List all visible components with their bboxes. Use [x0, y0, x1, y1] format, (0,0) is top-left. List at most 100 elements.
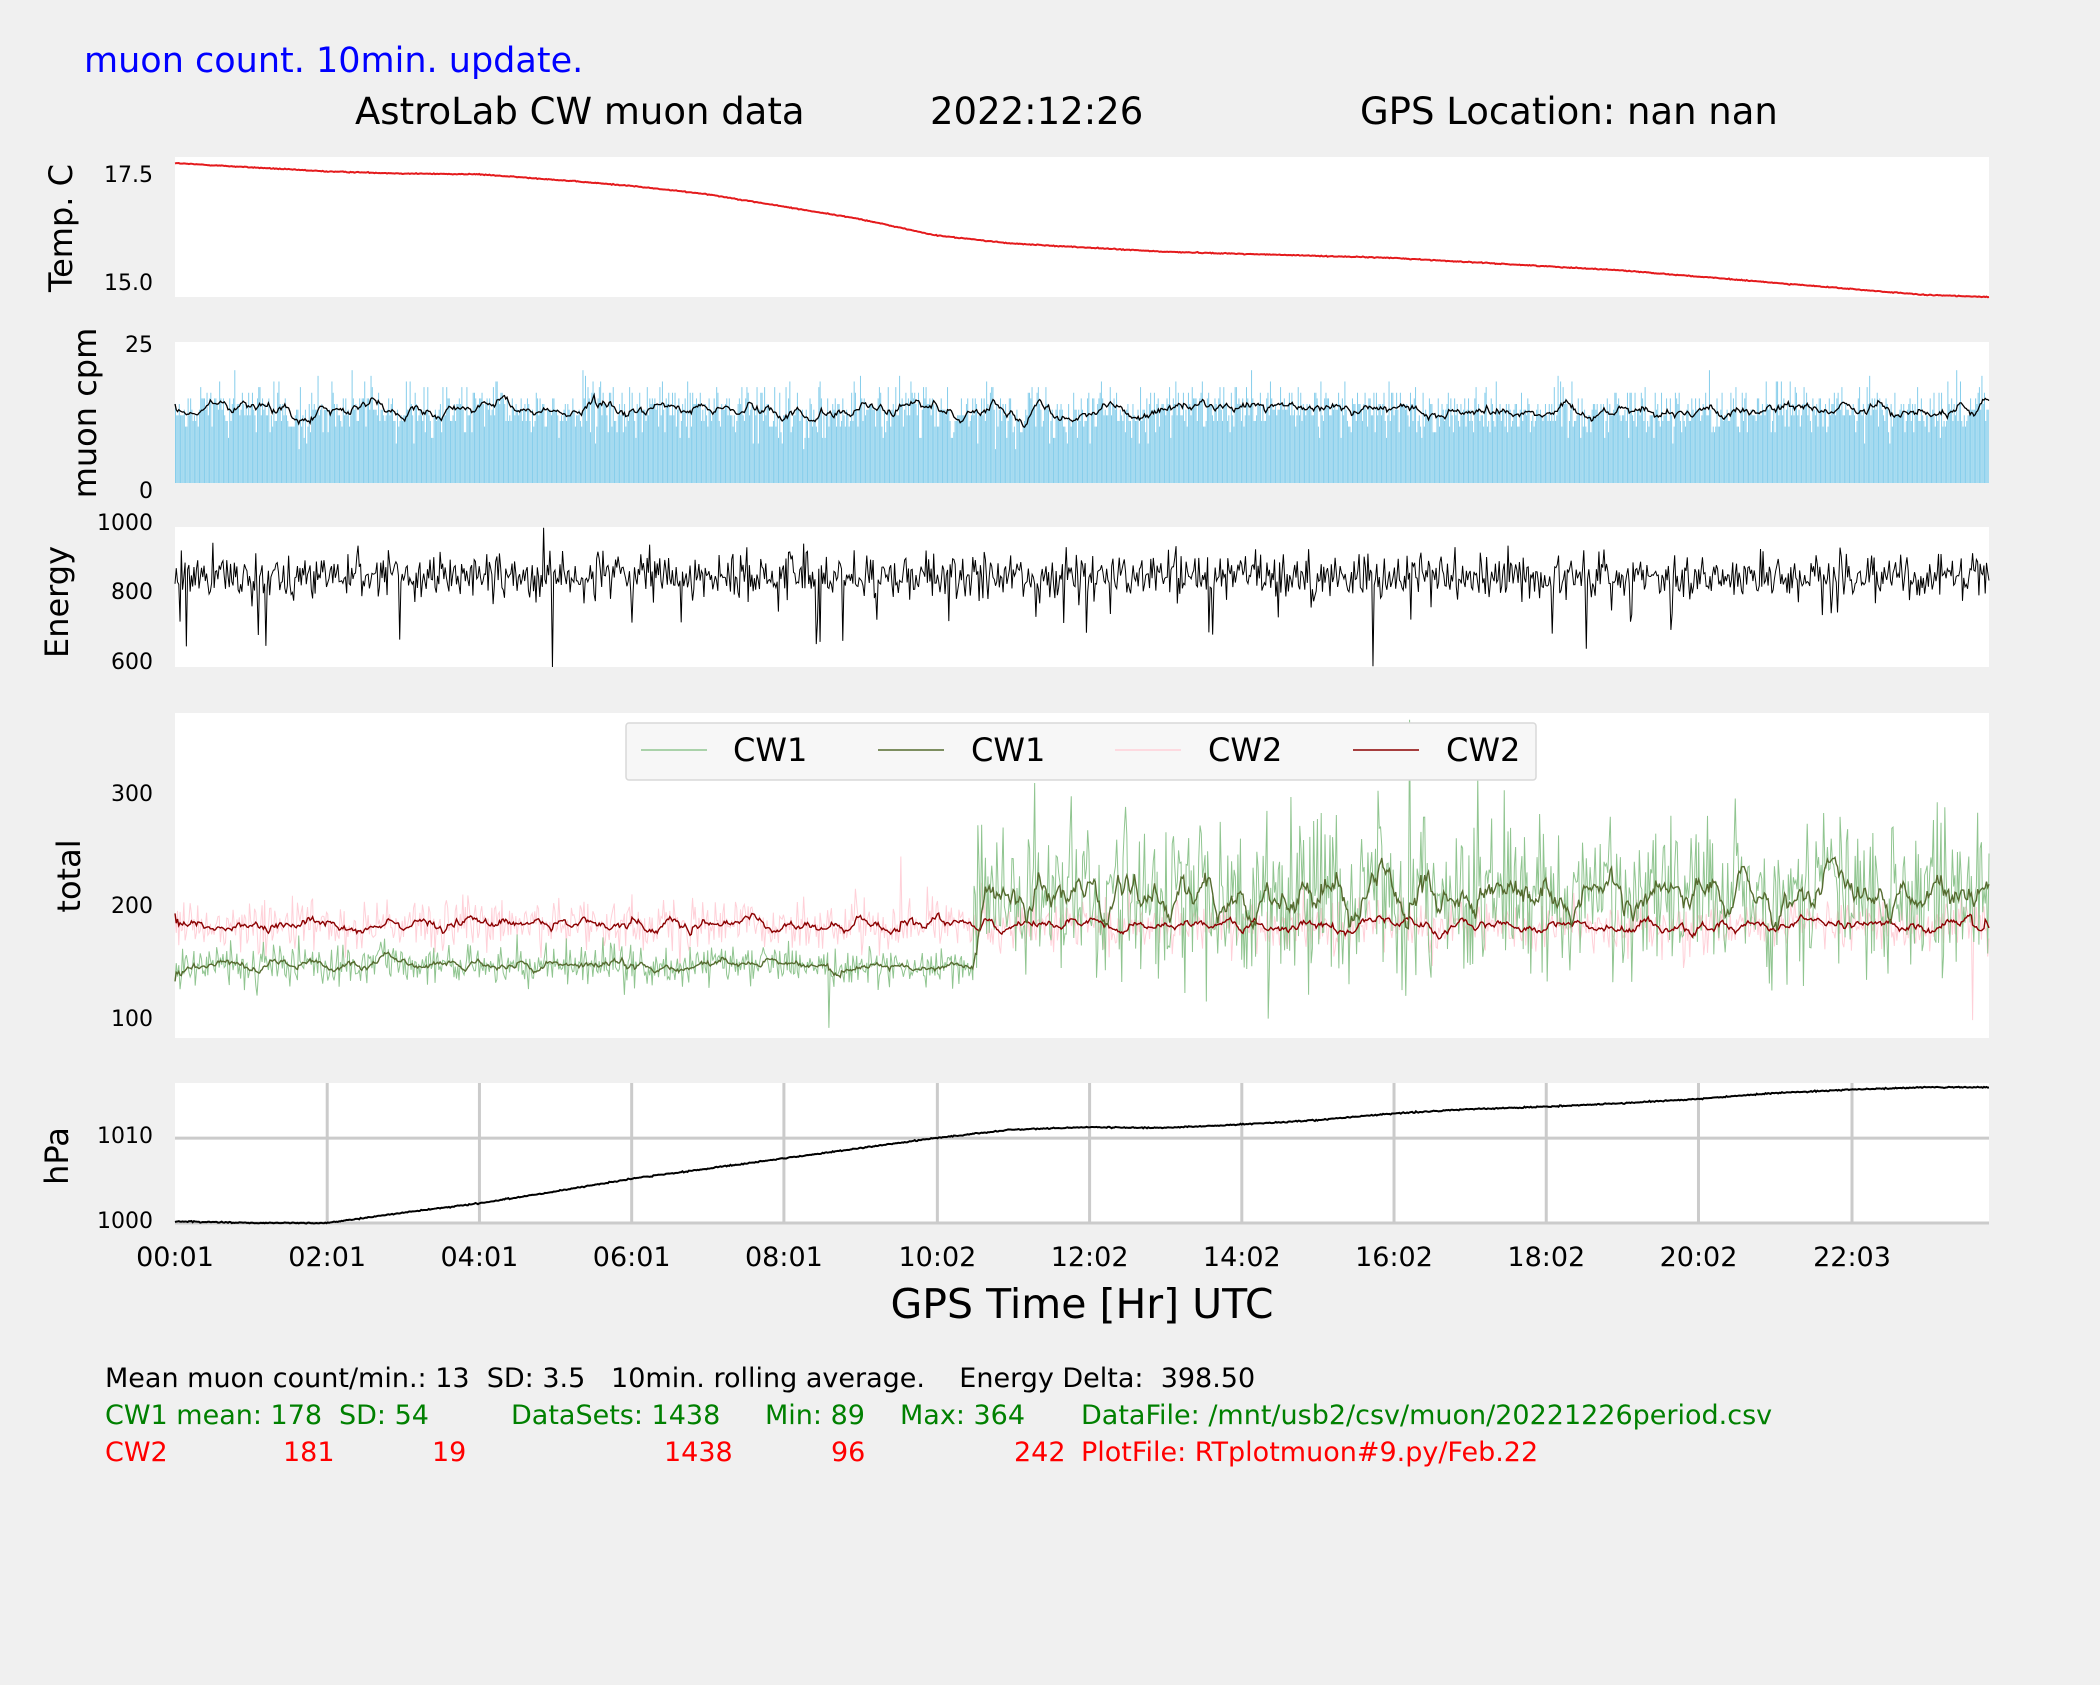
muon-bar [1415, 387, 1417, 483]
muon-bar [1524, 409, 1526, 483]
muon-bar [771, 426, 773, 483]
muon-bar [1590, 432, 1592, 483]
muon-bar [825, 415, 827, 483]
cw2-mean: 181 [283, 1437, 335, 1468]
muon-bar [573, 409, 575, 483]
muon-bar [567, 404, 569, 483]
muon-bar [404, 415, 406, 483]
muon-bar [1015, 449, 1017, 483]
muon-bar [972, 398, 974, 483]
muon-bar [798, 409, 800, 483]
muon-bar [508, 420, 510, 483]
muon-bar [1220, 409, 1222, 483]
muon-bar [1729, 420, 1731, 483]
muon-bar [663, 409, 665, 483]
muon-bar [1667, 420, 1669, 483]
muon-bar [1661, 392, 1663, 483]
muon-bar [1652, 415, 1654, 483]
muon-bar [1439, 426, 1441, 483]
muon-bar [1788, 426, 1790, 483]
muon-bar [369, 409, 371, 483]
muon-bar [561, 415, 563, 483]
muon-bar [1765, 381, 1767, 483]
muon-bar [1288, 392, 1290, 483]
muon-bar [899, 375, 901, 483]
muon-bar [883, 409, 885, 483]
muon-bar [559, 420, 561, 483]
muon-bar [1194, 398, 1196, 483]
muon-bar [1865, 415, 1867, 483]
muon-bar [333, 404, 335, 483]
muon-bar [1216, 420, 1218, 483]
muon-bar [857, 426, 859, 483]
muon-bar [1766, 404, 1768, 483]
muon-bar [1344, 381, 1346, 483]
muon-bar [1345, 409, 1347, 483]
muon-bar [1187, 392, 1189, 483]
muon-bar [1885, 398, 1887, 483]
muon-bar [1359, 404, 1361, 483]
muon-bar [935, 404, 937, 483]
muon-bar [458, 398, 460, 483]
muon-bar [1514, 404, 1516, 483]
muon-bar [827, 398, 829, 483]
muon-bar [586, 420, 588, 483]
cw1-mean: CW1 mean: 178 [105, 1400, 323, 1431]
muon-bar [466, 387, 468, 483]
muon-bar [846, 409, 848, 483]
muon-bar [1541, 415, 1543, 483]
muon-bar [1423, 426, 1425, 483]
muon-bar [1893, 415, 1895, 483]
muon-bar [209, 398, 211, 483]
muon-bar [1391, 392, 1393, 483]
muon-bar [669, 415, 671, 483]
muon-bar [674, 392, 676, 483]
muon-bar [365, 426, 367, 483]
muon-bar [552, 398, 554, 483]
muon-bar [1528, 404, 1530, 483]
muon-bar [1592, 404, 1594, 483]
muon-bar [976, 404, 978, 483]
muon-bar [1640, 392, 1642, 483]
muon-bar [1054, 437, 1056, 483]
temperature-panel [175, 157, 1989, 297]
muon-bar [1696, 409, 1698, 483]
muon-bar [1373, 392, 1375, 483]
muon-bar [896, 415, 898, 483]
muon-bar [1384, 420, 1386, 483]
muon-bar [1784, 426, 1786, 483]
muon-bar [253, 409, 255, 483]
muon-bar [513, 409, 515, 483]
muon-bar [303, 437, 305, 483]
muon-bar [1735, 387, 1737, 483]
muon-bar [1247, 398, 1249, 483]
muon-bar [529, 420, 531, 483]
muon-bar [963, 415, 965, 483]
muon-bar [562, 420, 564, 483]
muon-bar [544, 426, 546, 483]
muon-bar [1311, 415, 1313, 483]
muon-bar [902, 426, 904, 483]
muon-bar [1601, 409, 1603, 483]
muon-bar [1273, 409, 1275, 483]
muon-bar [1691, 398, 1693, 483]
muon-bar [1204, 426, 1206, 483]
muon-bar [1329, 415, 1331, 483]
muon-bar [1770, 432, 1772, 483]
muon-bar [610, 392, 612, 483]
muon-bar [555, 409, 557, 483]
muon-bar [1684, 426, 1686, 483]
muon-bar [235, 409, 237, 483]
muon-bar [1142, 409, 1144, 483]
muon-bar [1804, 404, 1806, 483]
muon-bar [557, 415, 559, 483]
muon-bar [1939, 437, 1941, 483]
muon-bar [834, 398, 836, 483]
muon-bar [1248, 415, 1250, 483]
muon-bar [1026, 415, 1028, 483]
muon-bar [243, 404, 245, 483]
muon-bar [723, 409, 725, 483]
muon-bar [929, 398, 931, 483]
muon-bar [534, 420, 536, 483]
muon-bar [621, 392, 623, 483]
